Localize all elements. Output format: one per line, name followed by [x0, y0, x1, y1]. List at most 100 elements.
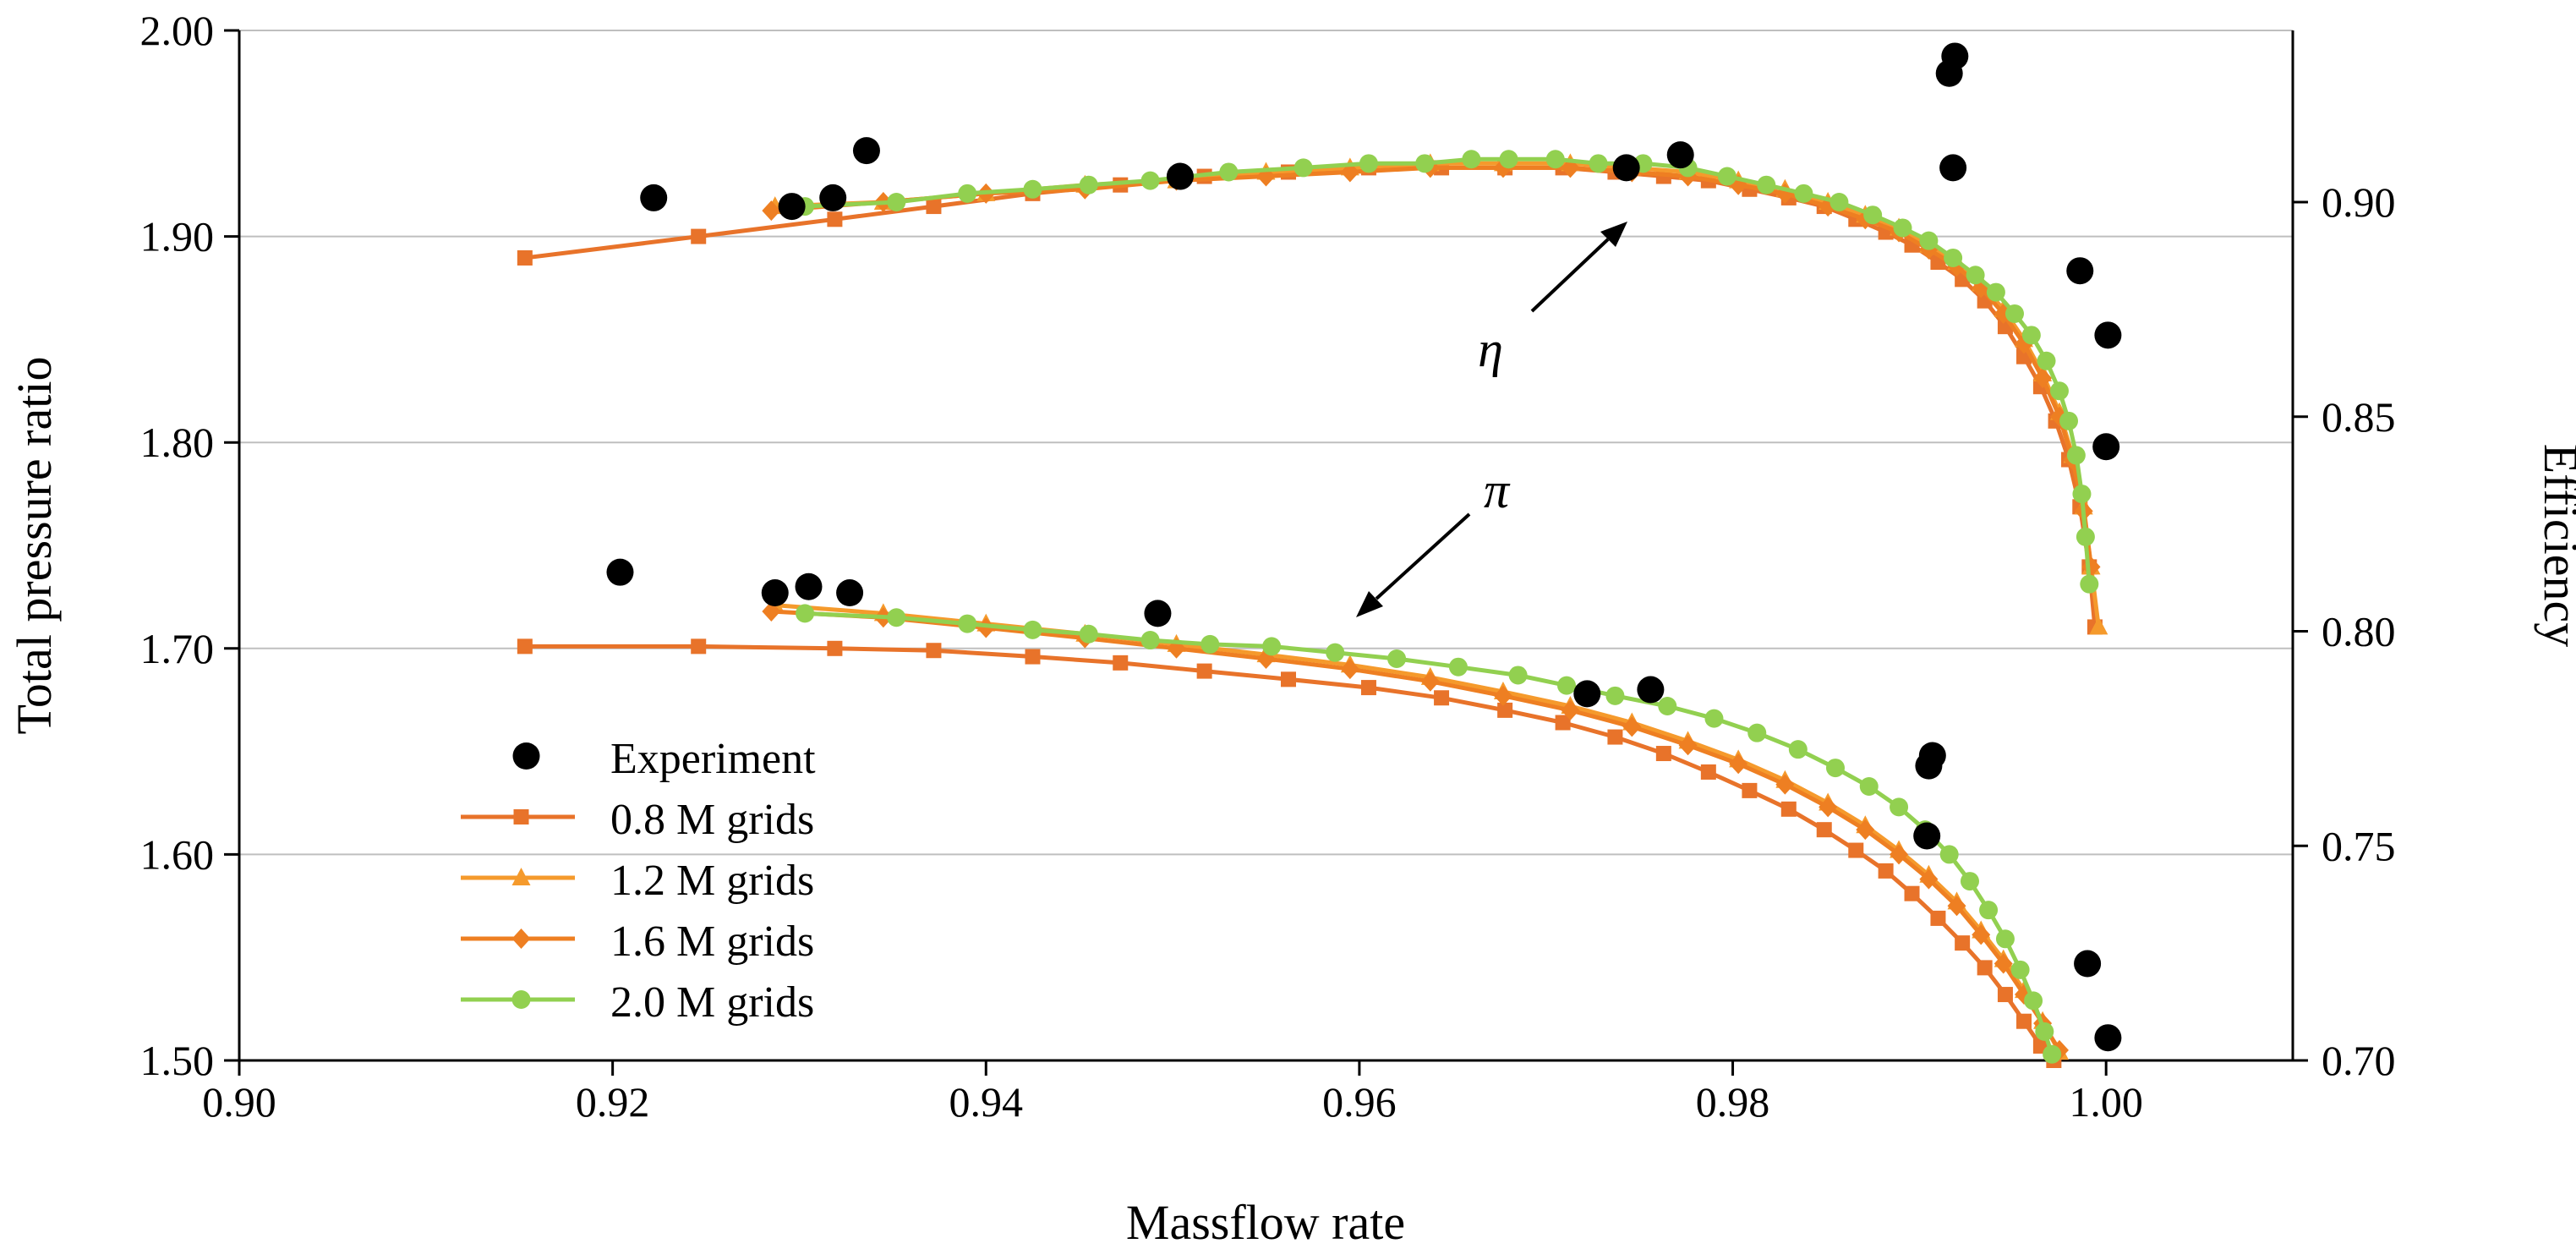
data-point-pressure-ratio	[2016, 1013, 2032, 1029]
data-point-pressure-ratio	[1678, 735, 1698, 756]
data-point-pressure-ratio	[1448, 657, 1468, 677]
x-tick-label: 0.92	[576, 1078, 650, 1126]
x-tick-label: 0.94	[949, 1078, 1024, 1126]
data-point-efficiency	[2049, 381, 2069, 401]
axis-ticks: 0.90 0.92 0.94 0.96 0.98 1.00 1.50 1.60 1.70 1.80…	[140, 7, 2396, 1126]
experiment-point-pressure-ratio	[606, 558, 634, 586]
data-point-pressure-ratio	[1622, 716, 1642, 737]
data-point-pressure-ratio	[1280, 671, 1296, 688]
data-point-efficiency	[1757, 175, 1776, 194]
data-point-pressure-ratio	[1508, 666, 1528, 685]
y-tick-label: 1.50	[140, 1037, 215, 1084]
data-point-pressure-ratio	[887, 608, 906, 627]
data-point-pressure-ratio	[1326, 643, 1345, 662]
y2-axis-title: Efficiency	[2534, 444, 2576, 647]
experiment-layer	[606, 42, 2122, 1052]
data-point-pressure-ratio	[1977, 960, 1993, 976]
legend-item-0-8-m-grids: 0.8 M grids	[461, 796, 814, 844]
data-point-efficiency	[958, 184, 977, 203]
legend-label-0-8-m-grids: 0.8 M grids	[610, 796, 814, 844]
data-point-pressure-ratio	[1704, 709, 1724, 728]
y-tick-label: 1.80	[140, 419, 215, 466]
data-point-efficiency	[517, 249, 533, 266]
experiment-point-pressure-ratio	[2074, 950, 2102, 978]
data-point-efficiency	[2076, 527, 2095, 546]
data-point-pressure-ratio	[1955, 935, 1971, 951]
data-point-pressure-ratio	[1493, 685, 1512, 706]
experiment-point-efficiency	[1612, 154, 1640, 182]
legend-item-experiment: Experiment	[512, 735, 816, 783]
data-point-pressure-ratio	[1196, 663, 1212, 679]
data-point-pressure-ratio	[1994, 953, 2013, 974]
data-point-efficiency	[1415, 154, 1435, 173]
data-point-pressure-ratio	[2035, 1022, 2054, 1041]
data-point-pressure-ratio	[1025, 649, 1041, 665]
data-point-pressure-ratio	[2024, 991, 2043, 1011]
data-point-pressure-ratio	[1825, 759, 1845, 778]
data-point-pressure-ratio	[1890, 797, 1909, 817]
data-point-pressure-ratio	[1140, 631, 1160, 650]
data-point-pressure-ratio	[1729, 753, 1748, 775]
experiment-point-efficiency	[640, 184, 668, 211]
data-point-pressure-ratio	[1420, 671, 1440, 692]
legend-marker-experiment	[512, 742, 540, 770]
data-point-efficiency	[1966, 266, 1985, 285]
experiment-point-pressure-ratio	[1913, 822, 1941, 850]
pi-arrow-head	[1356, 591, 1383, 617]
y2-tick-label: 0.85	[2322, 393, 2396, 441]
data-point-pressure-ratio	[1262, 637, 1282, 656]
data-point-efficiency	[762, 200, 781, 222]
data-point-efficiency	[2089, 616, 2108, 635]
experiment-point-efficiency	[2094, 321, 2122, 349]
y-tick-label: 1.70	[140, 625, 215, 672]
data-point-pressure-ratio	[1960, 872, 1979, 891]
data-point-efficiency	[2037, 351, 2056, 370]
data-point-pressure-ratio	[1658, 697, 1677, 716]
data-point-efficiency	[1944, 248, 1963, 267]
experiment-point-pressure-ratio	[761, 579, 789, 607]
eta-arrow-shaft	[1530, 238, 1610, 313]
data-point-efficiency	[926, 199, 942, 215]
data-point-pressure-ratio	[691, 638, 707, 655]
data-point-efficiency	[2021, 326, 2041, 345]
data-point-pressure-ratio	[796, 604, 815, 623]
experiment-point-efficiency	[2066, 257, 2094, 285]
data-point-efficiency	[1545, 150, 1565, 169]
data-point-pressure-ratio	[1360, 680, 1376, 696]
y2-tick-label: 0.90	[2322, 178, 2396, 226]
pi-arrow-shaft	[1375, 512, 1471, 600]
data-point-pressure-ratio	[1555, 715, 1571, 731]
data-point-pressure-ratio	[1819, 797, 1838, 818]
data-point-pressure-ratio	[517, 638, 533, 655]
y-tick-label: 1.60	[140, 830, 215, 878]
legend-marker-1-2-m-grids	[511, 868, 531, 885]
data-point-efficiency	[2004, 304, 2024, 323]
data-point-efficiency	[2033, 368, 2053, 389]
eta-arrow-head	[1600, 222, 1627, 247]
data-point-pressure-ratio	[1775, 774, 1795, 795]
data-point-pressure-ratio	[1607, 729, 1623, 745]
data-point-efficiency	[1359, 154, 1378, 173]
data-point-pressure-ratio	[1557, 676, 1577, 695]
x-tick-label: 0.96	[1322, 1078, 1397, 1126]
data-point-efficiency	[1079, 175, 1098, 194]
experiment-point-pressure-ratio	[1915, 752, 1943, 780]
experiment-point-efficiency	[2092, 433, 2120, 461]
experiment-point-efficiency	[819, 184, 847, 211]
annotation-pi: π	[1356, 463, 1511, 617]
experiment-point-pressure-ratio	[2094, 1024, 2122, 1052]
data-point-pressure-ratio	[1878, 863, 1894, 879]
data-point-efficiency	[2059, 411, 2079, 430]
legend: Experiment 0.8 M grids 1.2 M grids 1.6 M gr…	[461, 735, 816, 1027]
data-point-pressure-ratio	[1788, 740, 1808, 759]
data-point-pressure-ratio	[2043, 1044, 2062, 1064]
data-point-efficiency	[827, 211, 843, 227]
data-point-efficiency	[1893, 218, 1912, 238]
data-point-pressure-ratio	[1655, 746, 1671, 762]
data-point-pressure-ratio	[1904, 885, 1920, 901]
data-point-pressure-ratio	[958, 614, 977, 633]
data-point-efficiency	[1023, 179, 1042, 199]
y-tick-label: 2.00	[140, 7, 215, 54]
experiment-point-pressure-ratio	[836, 579, 864, 607]
